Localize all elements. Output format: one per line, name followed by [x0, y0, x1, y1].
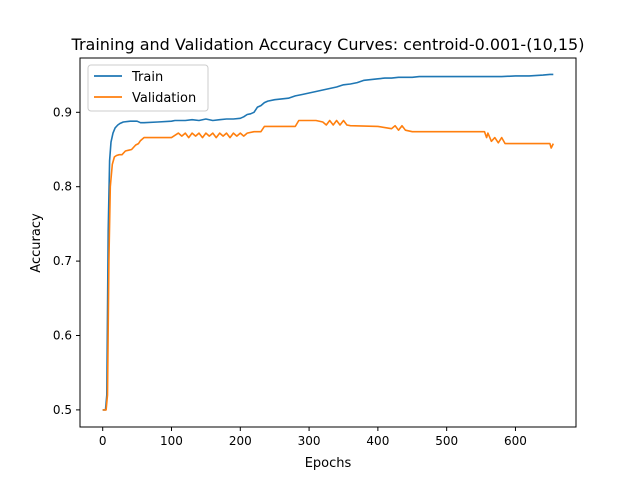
- y-tick-label: 0.8: [53, 180, 72, 194]
- chart-title: Training and Validation Accuracy Curves:…: [71, 35, 585, 54]
- y-tick-label: 0.5: [53, 403, 72, 417]
- legend: Train Validation: [87, 64, 209, 112]
- legend-label-train: Train: [131, 70, 163, 85]
- ticks-layer: 0 100 200 300 400 500 600 0.5 0.6 0.7 0.8 0.9: [53, 105, 527, 448]
- x-axis-label: Epochs: [305, 456, 352, 471]
- x-tick-label: 500: [435, 434, 458, 448]
- legend-label-validation: Validation: [132, 91, 196, 106]
- x-tick-label: 600: [504, 434, 527, 448]
- series-line-train: [102, 73, 554, 411]
- y-tick-label: 0.7: [53, 254, 72, 268]
- series-line-validation: [102, 119, 555, 411]
- series-layer: [102, 73, 555, 411]
- x-tick-label: 0: [99, 434, 107, 448]
- y-tick-label: 0.9: [53, 105, 72, 119]
- x-tick-label: 300: [298, 434, 321, 448]
- plot-frame: [79, 57, 577, 428]
- x-tick-label: 400: [366, 434, 389, 448]
- y-tick-label: 0.6: [53, 328, 72, 342]
- x-tick-label: 200: [229, 434, 252, 448]
- y-axis-label: Accuracy: [29, 213, 44, 273]
- x-tick-label: 100: [160, 434, 183, 448]
